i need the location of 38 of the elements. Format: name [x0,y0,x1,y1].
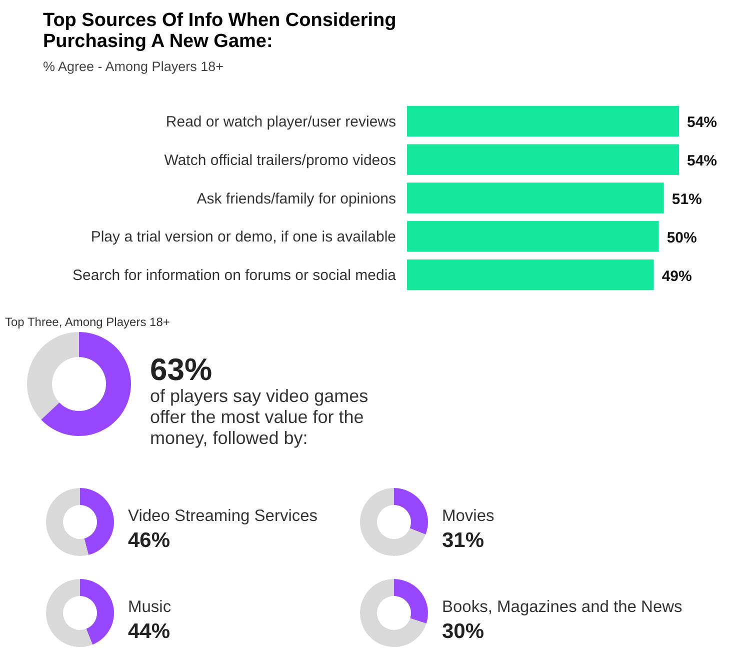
slice-label: Books, Magazines and the News [442,598,682,616]
slice-label: Music [128,598,172,616]
bar [407,259,654,290]
text: % Agree - Among Players 18+ [43,59,224,74]
donut-slice [41,332,131,436]
donut-slice [46,579,93,647]
y-tick-label: Read or watch player/user reviews [166,113,396,130]
donut-slice [394,579,428,624]
y-tick-label: Search for information on forums or social media [72,267,397,284]
donut-slice [80,579,114,645]
donut-slice [394,488,428,535]
bar [407,106,679,137]
bar [407,221,659,252]
donut-slice [27,332,79,420]
data-label: 49% [662,268,692,285]
text: Top Sources Of Info When Considering Purchasing A New Game: [43,10,396,52]
slice-label: Movies [442,507,494,525]
donut-slice [360,579,426,647]
y-tick-label: Ask friends/family for opinions [196,190,396,208]
bar [407,182,664,214]
bar [407,144,679,175]
y-tick-label: Play a trial version or demo, if one is available [90,228,396,246]
data-label: 54% [687,114,718,132]
data-label: 31% [442,529,484,552]
slice-label: Video Streaming Services [128,507,318,525]
donut-slice [80,488,114,555]
data-label: 46% [128,529,170,552]
data-label: 51% [672,191,702,208]
data-label: 30% [442,620,484,643]
donut-slice [46,488,88,556]
data-label: 44% [128,620,170,643]
y-tick-label: Watch official trailers/promo videos [164,152,396,169]
data-label: 63% [150,352,212,387]
donut-slice [360,488,426,556]
chart-subtitle: Top Three, Among Players 18+ [5,315,170,329]
data-label: 50% [666,229,697,246]
text: of players say video games offer the most value for the money, followed by: [150,386,368,448]
data-label: 54% [687,152,718,170]
